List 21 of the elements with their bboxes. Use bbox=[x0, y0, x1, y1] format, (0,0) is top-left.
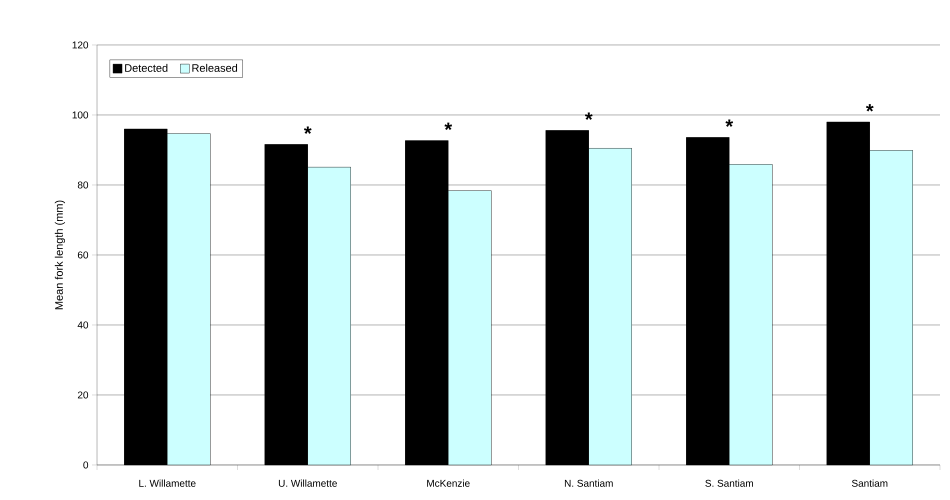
annotation: * bbox=[304, 126, 312, 134]
y-tick-label: 20 bbox=[78, 391, 88, 399]
y-tick-label: 100 bbox=[72, 111, 88, 119]
y-tick-label: 80 bbox=[78, 181, 88, 189]
annotation: * bbox=[444, 122, 452, 130]
legend-label: Released bbox=[192, 64, 238, 72]
annotation: * bbox=[725, 119, 734, 127]
legend-label: Detected bbox=[125, 64, 168, 72]
annotation: * bbox=[584, 112, 593, 120]
y-tick-label: 40 bbox=[78, 321, 88, 329]
x-tick-label: N. Santiam bbox=[564, 480, 613, 487]
annotation: * bbox=[866, 104, 874, 112]
y-tick-label: 120 bbox=[72, 41, 88, 49]
x-tick-label: Santiam bbox=[852, 480, 888, 487]
x-tick-label: L. Willamette bbox=[139, 480, 196, 487]
x-tick-label: S. Santiam bbox=[705, 480, 753, 487]
y-axis-title: Mean fork length (mm) bbox=[54, 200, 66, 310]
x-tick-label: U. Willamette bbox=[278, 480, 337, 487]
y-tick-label: 0 bbox=[83, 461, 88, 469]
y-tick-label: 60 bbox=[78, 251, 88, 259]
x-tick-label: McKenzie bbox=[427, 480, 470, 487]
